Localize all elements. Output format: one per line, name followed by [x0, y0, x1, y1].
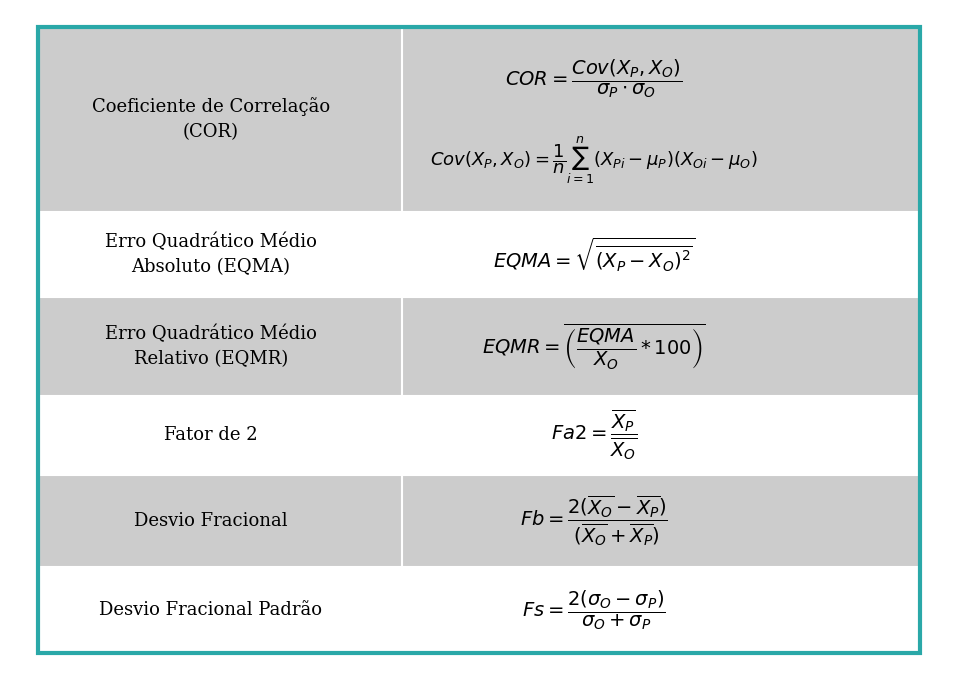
Text: $\mathit{EQMA} = \sqrt{\overline{(X_P - X_O)^2}}$: $\mathit{EQMA} = \sqrt{\overline{(X_P - … [493, 235, 695, 273]
Text: $\mathit{Cov}(X_P, X_O) = \dfrac{1}{n}\sum_{i=1}^{n}(X_{Pi} - \mu_P)(X_{Oi} - \m: $\mathit{Cov}(X_P, X_O) = \dfrac{1}{n}\s… [430, 134, 758, 186]
Text: $\mathit{Fs} = \dfrac{2(\sigma_O - \sigma_P)}{\sigma_O + \sigma_P}$: $\mathit{Fs} = \dfrac{2(\sigma_O - \sigm… [522, 588, 666, 632]
Text: Coeficiente de Correlação
(COR): Coeficiente de Correlação (COR) [92, 97, 330, 141]
Text: Fator de 2: Fator de 2 [164, 426, 258, 445]
FancyBboxPatch shape [38, 475, 920, 567]
FancyBboxPatch shape [38, 211, 920, 297]
Text: Desvio Fracional: Desvio Fracional [134, 512, 287, 530]
FancyBboxPatch shape [38, 27, 920, 211]
Text: Erro Quadrático Médio
Relativo (EQMR): Erro Quadrático Médio Relativo (EQMR) [104, 325, 317, 369]
FancyBboxPatch shape [38, 567, 920, 653]
Text: Desvio Fracional Padrão: Desvio Fracional Padrão [100, 601, 322, 619]
FancyBboxPatch shape [38, 297, 920, 396]
Text: Erro Quadrático Médio
Absoluto (EQMA): Erro Quadrático Médio Absoluto (EQMA) [104, 233, 317, 276]
Text: $\mathit{Fa2} = \dfrac{\overline{X_P}}{\overline{X_O}}$: $\mathit{Fa2} = \dfrac{\overline{X_P}}{\… [551, 408, 637, 463]
FancyBboxPatch shape [38, 396, 920, 475]
Text: $\mathit{EQMR} = \overline{\left(\dfrac{\mathit{EQMA}}{X_O} * 100\right)}$: $\mathit{EQMR} = \overline{\left(\dfrac{… [482, 321, 706, 372]
Text: $\mathit{Fb} = \dfrac{2(\overline{X_O} - \overline{X_P})}{(\overline{X_O} + \ove: $\mathit{Fb} = \dfrac{2(\overline{X_O} -… [520, 494, 668, 549]
Text: $\mathit{COR} = \dfrac{\mathit{Cov}(X_P, X_O)}{\sigma_P \cdot \sigma_O}$: $\mathit{COR} = \dfrac{\mathit{Cov}(X_P,… [505, 58, 683, 100]
